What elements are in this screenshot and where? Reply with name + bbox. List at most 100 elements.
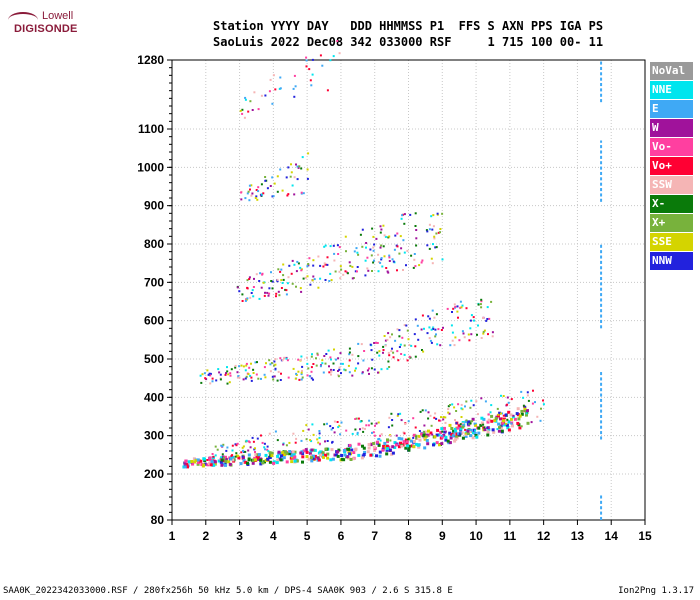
echo-point — [480, 337, 483, 339]
echo-point — [451, 311, 453, 313]
echo-point — [354, 367, 357, 370]
echo-point — [312, 275, 315, 278]
echo-point — [368, 419, 371, 422]
echo-point — [291, 259, 294, 262]
echo-point — [440, 329, 443, 331]
echo-point — [366, 369, 369, 372]
echo-point — [398, 445, 401, 449]
echo-point — [505, 423, 509, 427]
echo-point — [356, 251, 359, 254]
echo-point — [369, 453, 373, 457]
echo-point — [305, 438, 308, 441]
echo-point — [237, 455, 240, 458]
echo-point — [266, 457, 270, 461]
echo-point — [348, 443, 352, 447]
echo-point — [292, 367, 295, 370]
echo-point — [288, 450, 292, 453]
echo-point — [446, 307, 449, 310]
legend-item-vo-: Vo+ — [650, 157, 693, 175]
echo-point — [329, 59, 332, 62]
echo-point — [354, 447, 358, 451]
echo-point — [383, 255, 386, 258]
echo-point — [515, 412, 519, 416]
echo-point — [302, 449, 306, 453]
echo-point — [400, 353, 403, 355]
echo-point — [371, 270, 373, 272]
echo-point — [287, 166, 290, 169]
echo-point — [322, 455, 325, 459]
echo-point — [453, 303, 456, 306]
echo-point — [439, 228, 442, 230]
echo-point — [258, 297, 261, 300]
echo-point — [418, 264, 421, 267]
echo-point — [227, 373, 230, 376]
echo-point — [241, 293, 244, 296]
echo-point — [377, 438, 380, 441]
echo-point — [287, 376, 290, 379]
echo-point — [435, 417, 438, 420]
echo-point — [509, 417, 513, 421]
echo-point — [310, 459, 314, 463]
echo-point — [269, 370, 272, 373]
echo-point — [305, 424, 308, 427]
echo-point — [479, 303, 482, 306]
echo-point — [279, 458, 283, 462]
echo-point — [254, 458, 257, 462]
echo-point — [472, 316, 475, 319]
echo-point — [398, 252, 401, 255]
echo-point — [353, 250, 356, 253]
echo-point — [441, 434, 443, 437]
echo-point — [345, 250, 347, 253]
echo-point — [426, 244, 429, 247]
echo-point — [493, 418, 497, 422]
echo-point — [324, 453, 327, 457]
echo-point — [274, 88, 277, 91]
echo-point — [287, 276, 290, 279]
echo-point — [255, 189, 258, 191]
echo-point — [221, 445, 224, 448]
echo-point — [499, 417, 502, 421]
echo-point — [377, 443, 381, 447]
legend-item-e: E — [650, 100, 693, 118]
echo-point — [252, 440, 255, 443]
echo-point — [357, 417, 360, 420]
echo-point — [461, 408, 464, 411]
echo-point — [373, 434, 376, 437]
echo-point — [437, 433, 441, 437]
echo-point — [317, 286, 320, 289]
echo-point — [370, 367, 373, 370]
x-tick-label: 14 — [605, 529, 619, 543]
echo-point — [421, 409, 424, 412]
echo-point — [457, 316, 459, 319]
echo-point — [414, 442, 418, 446]
echo-point — [333, 420, 336, 423]
echo-point — [403, 353, 406, 356]
echo-point — [271, 375, 274, 378]
echo-point — [326, 263, 329, 266]
echo-point — [360, 343, 363, 346]
echo-point — [301, 376, 304, 379]
echo-point — [348, 261, 351, 264]
echo-point — [377, 371, 379, 374]
echo-point — [246, 192, 249, 195]
echo-point — [260, 183, 263, 186]
echo-point — [217, 459, 221, 463]
echo-point — [329, 272, 332, 275]
echo-point — [199, 374, 202, 377]
echo-point — [204, 377, 207, 380]
echo-point — [504, 413, 508, 417]
echo-point — [365, 246, 367, 249]
echo-point — [455, 410, 458, 412]
echo-point — [266, 448, 269, 451]
echo-point — [319, 277, 322, 280]
echo-point — [522, 404, 525, 407]
echo-point — [477, 431, 481, 435]
echo-point — [396, 328, 399, 331]
echo-point — [336, 40, 339, 42]
echo-point — [288, 264, 291, 267]
echo-point — [461, 425, 465, 429]
echo-point — [403, 251, 406, 254]
echo-point — [272, 195, 275, 198]
echo-point — [206, 459, 209, 461]
echo-point — [286, 194, 289, 197]
